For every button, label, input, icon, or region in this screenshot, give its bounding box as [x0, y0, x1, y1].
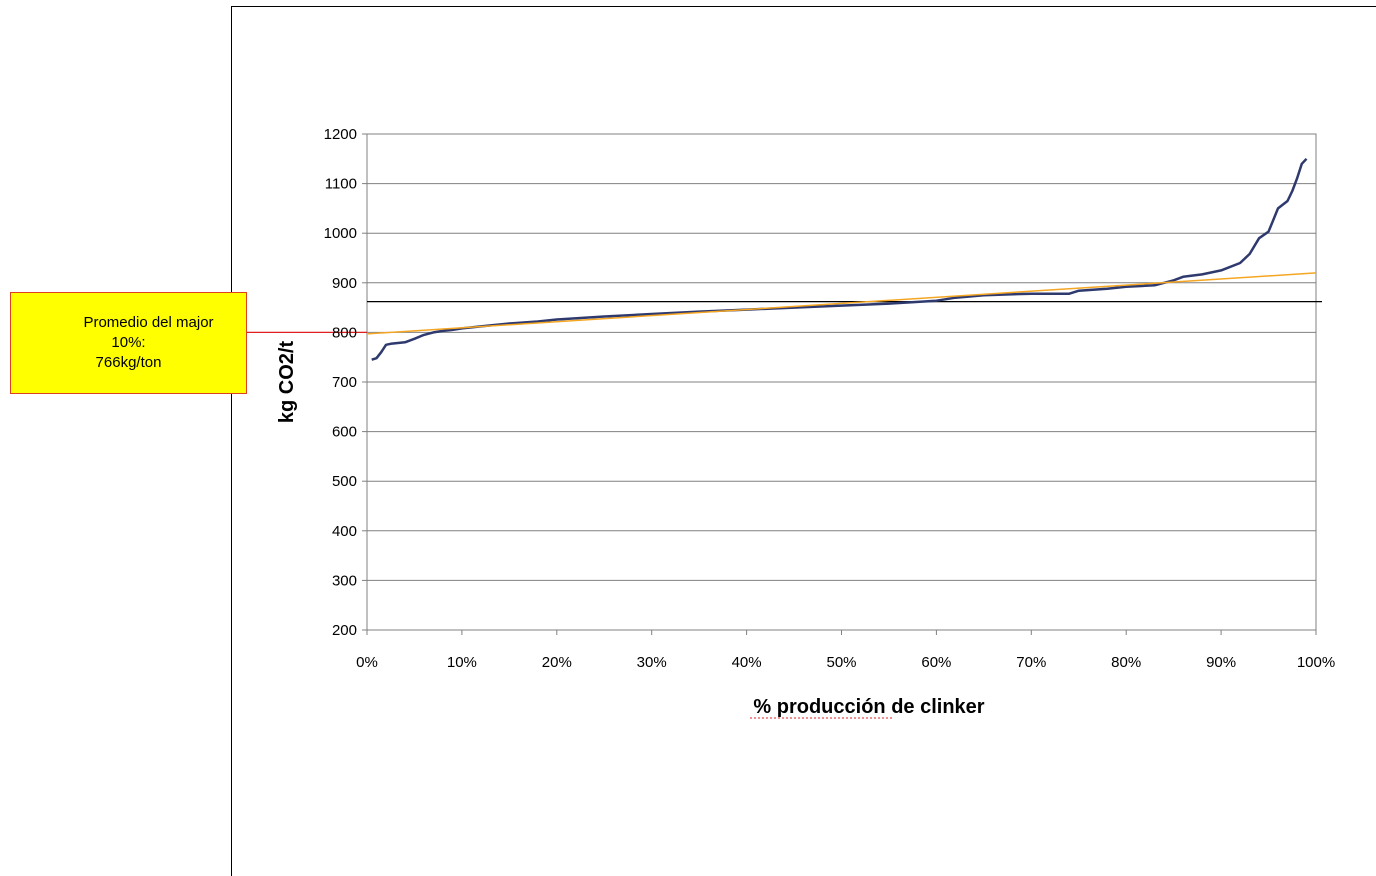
- x-tick-label: 50%: [826, 654, 856, 671]
- series-layer: [366, 157, 1317, 361]
- x-tick-label: 30%: [637, 654, 667, 671]
- y-tick-label: 900: [332, 275, 357, 292]
- callout-line-2: 10%:: [111, 334, 146, 351]
- x-tick-label: 80%: [1111, 654, 1141, 671]
- reference-lines: [247, 301, 1322, 333]
- x-tick-label: 100%: [1297, 654, 1335, 671]
- x-tick-label: 0%: [356, 654, 378, 671]
- y-tick-label: 1100: [325, 176, 357, 193]
- y-axis-title: kg CO2/t: [276, 341, 298, 424]
- x-tick-label: 70%: [1016, 654, 1046, 671]
- series-line: [371, 157, 1308, 361]
- y-tick-label: 1200: [324, 126, 357, 143]
- x-tick-label: 20%: [542, 654, 572, 671]
- y-tick-label: 800: [332, 324, 357, 341]
- x-tick-label: 60%: [921, 654, 951, 671]
- x-tick-label: 40%: [732, 654, 762, 671]
- trend-line: [366, 272, 1317, 335]
- x-tick-label: 10%: [447, 654, 477, 671]
- plot-area: [366, 133, 1317, 631]
- y-tick-label: 200: [332, 622, 357, 639]
- callout-line-1: Promedio del major: [83, 314, 214, 331]
- y-tick-label: 400: [332, 523, 357, 540]
- y-tick-label: 300: [332, 572, 357, 589]
- y-tick-label: 500: [332, 473, 357, 490]
- chart: 200 300 400 500 600 700 800 900 1000 1100 1200 0% 10…: [247, 126, 1336, 719]
- x-axis-title: % producción de clinker: [753, 696, 984, 718]
- callout-line-3: 766kg/ton: [95, 354, 162, 371]
- gridlines: [362, 133, 1317, 635]
- average-callout-box: Promedio del major 10%: 766kg/ton: [10, 292, 247, 394]
- tick-labels: 200 300 400 500 600 700 800 900 1000 1100 1200 0% 10…: [324, 126, 1336, 671]
- y-tick-label: 700: [332, 374, 357, 391]
- y-tick-label: 1000: [324, 225, 357, 242]
- x-tick-label: 90%: [1206, 654, 1236, 671]
- y-tick-label: 600: [332, 424, 357, 441]
- chart-frame: [231, 6, 1376, 876]
